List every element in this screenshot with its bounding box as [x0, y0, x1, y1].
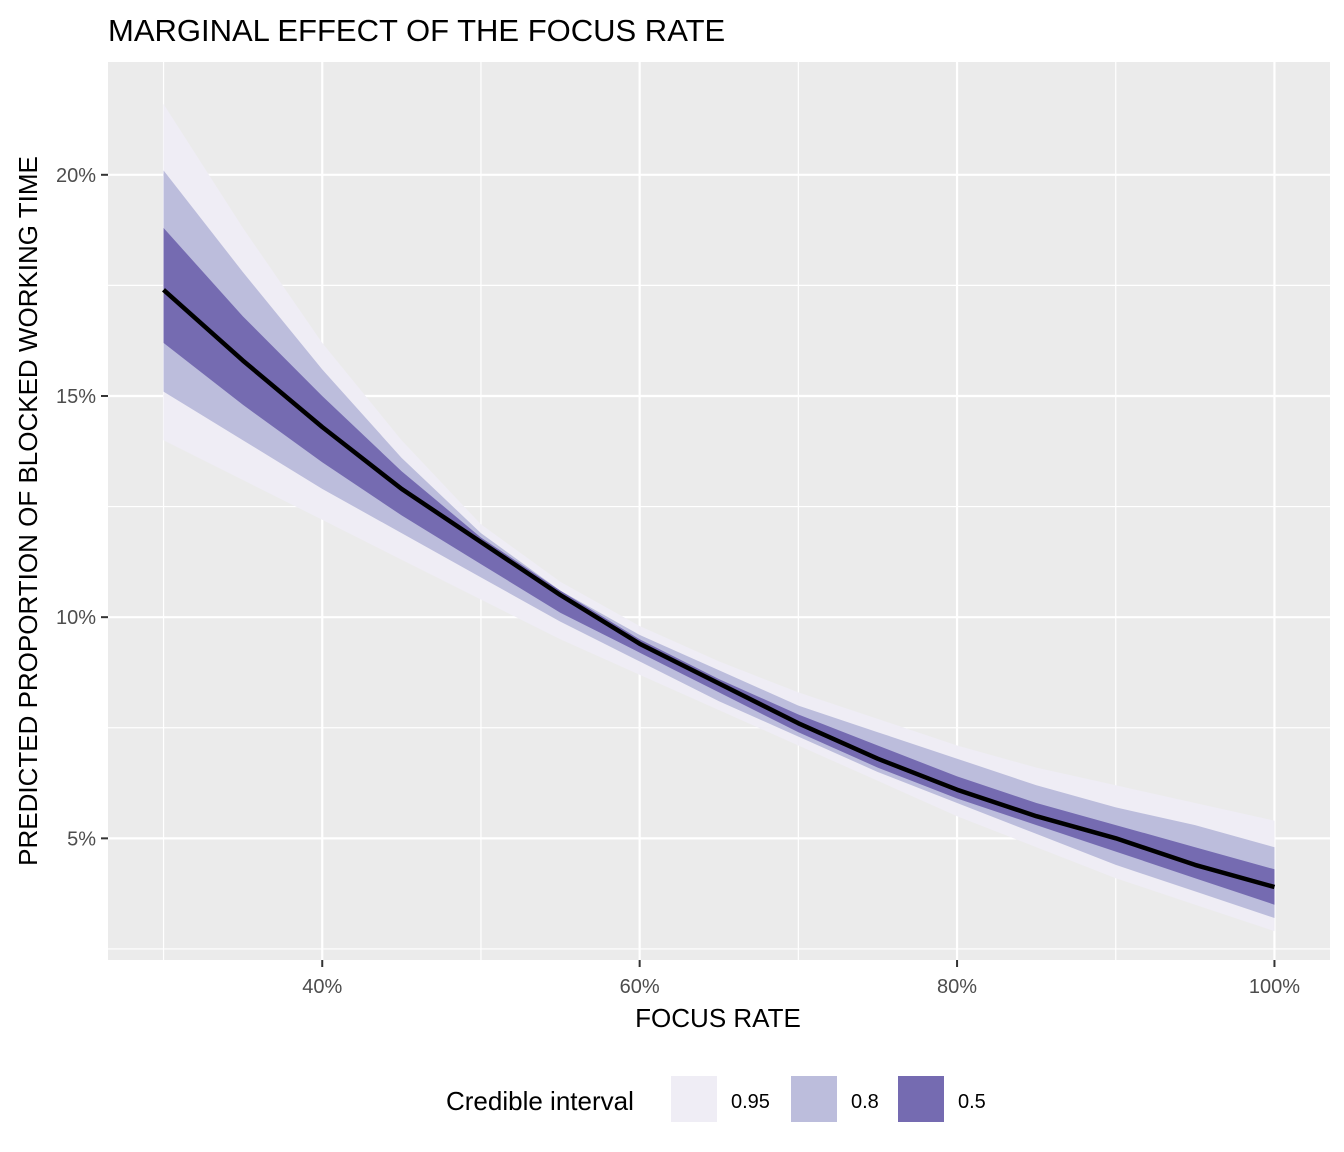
credible-interval-bands: [163, 104, 1275, 932]
legend-label-0-5: 0.5: [958, 1091, 986, 1113]
legend: Credible interval 0.95 0.8 0.5: [446, 1076, 986, 1122]
y-tick-label: 15%: [56, 386, 96, 408]
x-tick-label: 40%: [302, 976, 342, 998]
y-tick-label: 10%: [56, 607, 96, 629]
x-tick-label: 100%: [1249, 976, 1300, 998]
x-tick-label: 60%: [620, 976, 660, 998]
chart-title: MARGINAL EFFECT OF THE FOCUS RATE: [108, 13, 725, 48]
y-axis: 5% 10% 15% 20%: [56, 165, 108, 850]
x-tick-label: 80%: [937, 976, 977, 998]
plot-panel: [108, 62, 1330, 960]
y-tick-label: 20%: [56, 165, 96, 187]
legend-key-0-95: [671, 1076, 717, 1122]
median-line-group: [162, 288, 1276, 890]
legend-key-0-8: [791, 1076, 837, 1122]
y-axis-title: PREDICTED PROPORTION OF BLOCKED WORKING …: [13, 156, 43, 866]
y-tick-label: 5%: [67, 828, 96, 850]
legend-key-0-5: [898, 1076, 944, 1122]
legend-label-0-8: 0.8: [851, 1091, 879, 1113]
legend-title: Credible interval: [446, 1086, 634, 1116]
x-axis: 40% 60% 80% 100%: [302, 960, 1300, 998]
x-axis-title: FOCUS RATE: [635, 1003, 801, 1033]
median-line: [162, 288, 1276, 890]
legend-label-0-95: 0.95: [731, 1091, 770, 1113]
